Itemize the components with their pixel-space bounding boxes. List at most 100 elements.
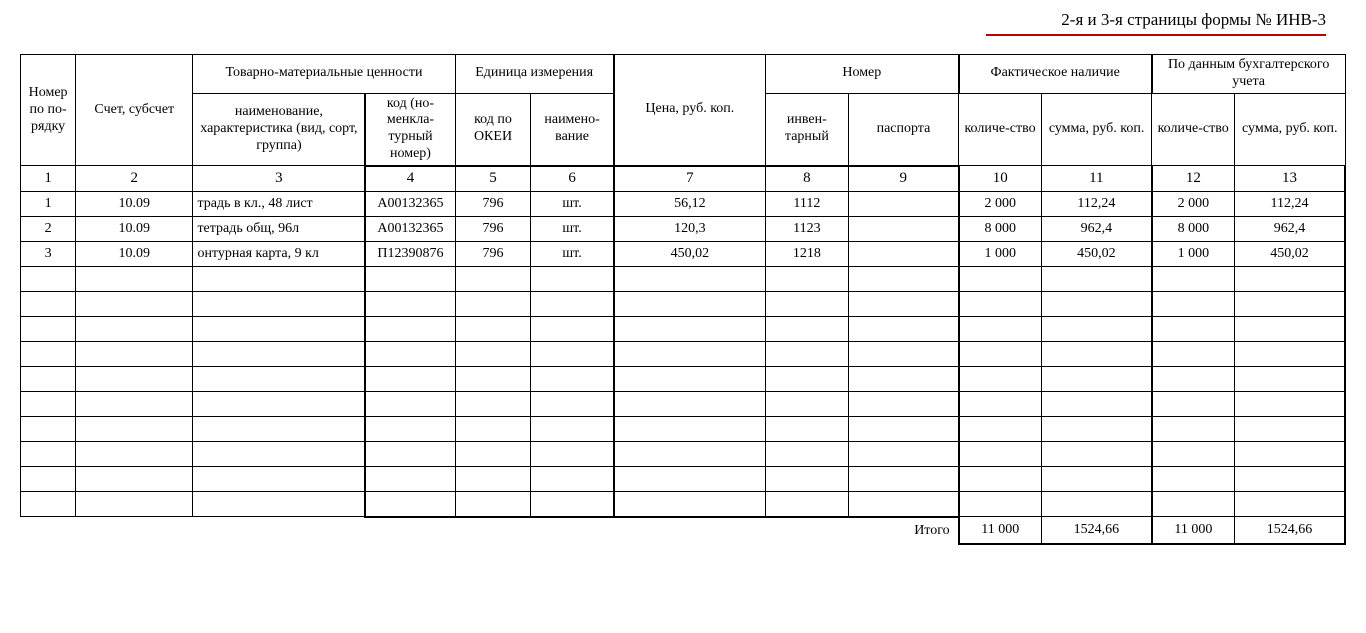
cell-n	[21, 291, 76, 316]
cell-asum: 112,24	[1235, 191, 1345, 216]
cell-inv	[765, 291, 848, 316]
cell-okei	[455, 341, 531, 366]
cell-price	[614, 491, 766, 517]
hdr-col1: Номер по по-рядку	[21, 55, 76, 166]
cell-name	[193, 391, 365, 416]
cell-code	[365, 491, 455, 517]
cell-aqty	[1152, 466, 1235, 491]
table-header: Номер по по-рядку Счет, субсчет Товарно-…	[21, 55, 1346, 192]
colnum-3: 3	[193, 166, 365, 192]
cell-pass	[848, 191, 958, 216]
table-row	[21, 316, 1346, 341]
cell-aqty	[1152, 416, 1235, 441]
cell-price: 120,3	[614, 216, 766, 241]
cell-fsum: 962,4	[1041, 216, 1151, 241]
hdr-col8: инвен-тарный	[765, 93, 848, 166]
cell-inv	[765, 466, 848, 491]
table-row	[21, 266, 1346, 291]
colnum-11: 11	[1041, 166, 1151, 192]
cell-fqty	[959, 441, 1042, 466]
hdr-col13: сумма, руб. коп.	[1235, 93, 1345, 166]
cell-name: тетрадь общ, 96л	[193, 216, 365, 241]
cell-price	[614, 341, 766, 366]
colnum-1: 1	[21, 166, 76, 192]
hdr-grp-fact: Фактическое наличие	[959, 55, 1152, 94]
cell-inv	[765, 366, 848, 391]
cell-n	[21, 366, 76, 391]
cell-acct	[76, 366, 193, 391]
cell-unit	[531, 316, 614, 341]
totals-fsum: 1524,66	[1041, 517, 1151, 545]
cell-code: А00132365	[365, 216, 455, 241]
cell-unit: шт.	[531, 191, 614, 216]
cell-aqty	[1152, 366, 1235, 391]
colnum-10: 10	[959, 166, 1042, 192]
hdr-grp-tmc: Товарно-материальные ценности	[193, 55, 455, 94]
hdr-col4: код (но-менкла-турный номер)	[365, 93, 455, 166]
cell-fqty	[959, 316, 1042, 341]
cell-aqty: 2 000	[1152, 191, 1235, 216]
cell-pass	[848, 491, 958, 517]
cell-name	[193, 466, 365, 491]
cell-okei	[455, 291, 531, 316]
cell-fsum: 450,02	[1041, 241, 1151, 266]
cell-code: А00132365	[365, 191, 455, 216]
colnum-7: 7	[614, 166, 766, 192]
cell-asum: 962,4	[1235, 216, 1345, 241]
cell-pass	[848, 216, 958, 241]
cell-asum	[1235, 291, 1345, 316]
cell-code	[365, 366, 455, 391]
cell-code	[365, 266, 455, 291]
cell-price	[614, 466, 766, 491]
cell-fsum	[1041, 316, 1151, 341]
cell-name	[193, 266, 365, 291]
cell-fqty	[959, 466, 1042, 491]
cell-acct	[76, 391, 193, 416]
cell-aqty: 1 000	[1152, 241, 1235, 266]
cell-code	[365, 466, 455, 491]
cell-n	[21, 441, 76, 466]
cell-unit	[531, 341, 614, 366]
cell-acct	[76, 441, 193, 466]
cell-asum	[1235, 466, 1345, 491]
table-row	[21, 291, 1346, 316]
cell-code	[365, 416, 455, 441]
cell-price	[614, 416, 766, 441]
cell-name	[193, 291, 365, 316]
cell-unit: шт.	[531, 216, 614, 241]
cell-price: 450,02	[614, 241, 766, 266]
cell-n	[21, 491, 76, 517]
totals-fqty: 11 000	[959, 517, 1042, 545]
cell-n: 3	[21, 241, 76, 266]
cell-pass	[848, 391, 958, 416]
table-body: 110.09традь в кл., 48 листА00132365796шт…	[21, 191, 1346, 517]
cell-okei	[455, 416, 531, 441]
cell-n	[21, 416, 76, 441]
cell-acct	[76, 266, 193, 291]
colnum-13: 13	[1235, 166, 1345, 192]
cell-inv	[765, 491, 848, 517]
cell-price: 56,12	[614, 191, 766, 216]
table-row	[21, 391, 1346, 416]
cell-price	[614, 441, 766, 466]
form-title: 2-я и 3-я страницы формы № ИНВ-3	[20, 10, 1346, 30]
cell-name	[193, 416, 365, 441]
cell-inv: 1123	[765, 216, 848, 241]
cell-price	[614, 316, 766, 341]
cell-acct	[76, 316, 193, 341]
cell-name	[193, 491, 365, 517]
hdr-grp-acct: По данным бухгалтерского учета	[1152, 55, 1345, 94]
cell-fqty	[959, 266, 1042, 291]
cell-fsum	[1041, 291, 1151, 316]
cell-asum	[1235, 441, 1345, 466]
cell-okei	[455, 441, 531, 466]
cell-unit	[531, 491, 614, 517]
cell-price	[614, 291, 766, 316]
colnum-8: 8	[765, 166, 848, 192]
cell-n	[21, 391, 76, 416]
column-number-row: 12345678910111213	[21, 166, 1346, 192]
cell-code	[365, 441, 455, 466]
cell-code	[365, 316, 455, 341]
table-row	[21, 466, 1346, 491]
cell-n	[21, 466, 76, 491]
